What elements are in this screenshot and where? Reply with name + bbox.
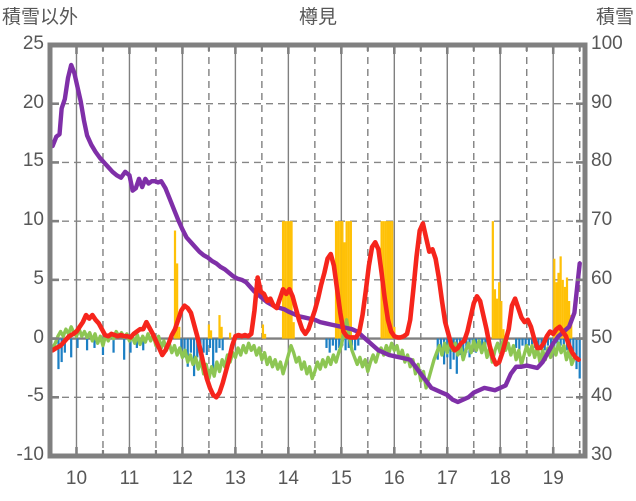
x-tick: 17 [436, 468, 458, 489]
y-tick-right: 70 [591, 209, 613, 231]
y-tick-right: 40 [591, 385, 613, 407]
green-line [50, 318, 577, 390]
left-axis-title: 積雪以外 [2, 7, 79, 28]
y-tick-right: 50 [591, 326, 613, 348]
y-tick-right: 80 [591, 150, 613, 172]
axis-ticks [50, 43, 585, 458]
y-tick-left: 25 [22, 33, 44, 54]
y-tick-left: -5 [27, 385, 44, 407]
x-tick: 10 [65, 468, 88, 489]
y-tick-left: -10 [16, 444, 44, 465]
x-tick: 19 [542, 468, 564, 489]
series-layer [50, 62, 582, 405]
y-tick-right: 60 [591, 267, 613, 289]
red-line [50, 221, 581, 400]
y-tick-left: 15 [22, 150, 44, 172]
y-tick-right: 100 [591, 33, 623, 54]
y-tick-right: 90 [591, 91, 613, 113]
y-tick-left: 20 [22, 91, 44, 113]
gridlines [50, 45, 585, 456]
y-tick-left: 5 [33, 267, 44, 289]
x-tick: 15 [330, 468, 352, 489]
x-tick: 18 [489, 468, 511, 489]
x-tick: 11 [119, 468, 140, 489]
right-axis-title: 積雪 [595, 7, 634, 28]
x-tick: 16 [383, 468, 405, 489]
y-tick-right: 30 [591, 444, 613, 465]
x-tick: 12 [171, 468, 193, 489]
plot-frame [47, 42, 588, 459]
page-title: 樽見 [298, 7, 337, 28]
y-tick-left: 0 [33, 326, 44, 348]
x-tick: 14 [277, 468, 299, 489]
y-tick-left: 10 [22, 209, 44, 231]
x-tick: 13 [224, 468, 246, 489]
